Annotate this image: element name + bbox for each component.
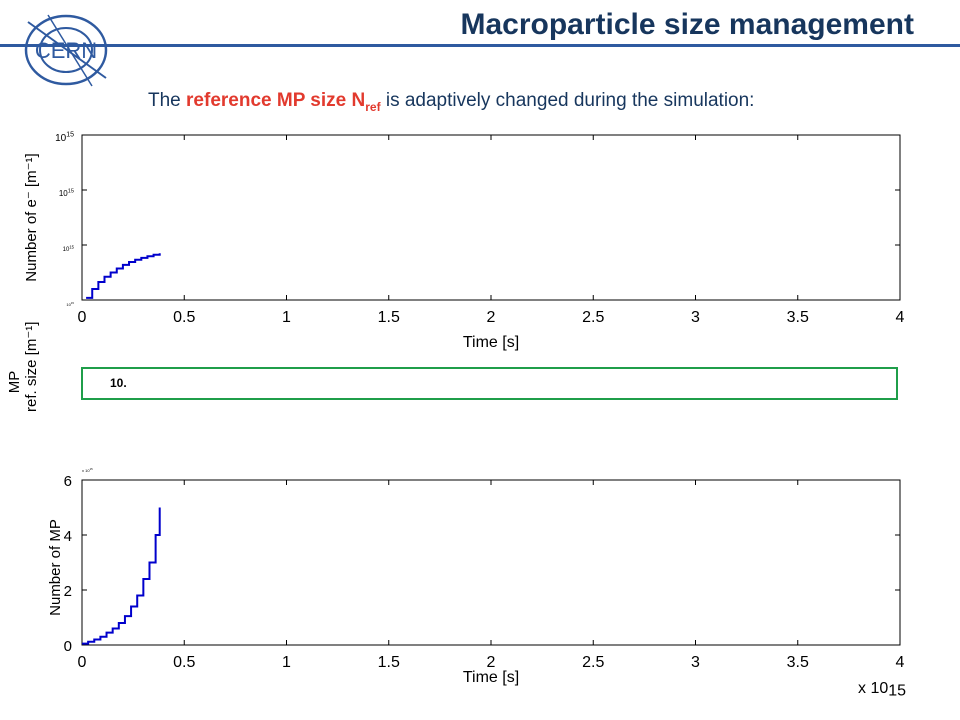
mp-ylabel-line2: ref. size [m⁻¹] <box>23 321 40 412</box>
mp-ref-size-ylabel: MP ref. size [m⁻¹] <box>6 321 40 412</box>
chart2-ytick-label: 0 <box>64 638 72 655</box>
chart2-xtick-label: 1 <box>282 654 291 671</box>
chart1-xtick-label: 0.5 <box>173 309 195 326</box>
chart2-ylabel: Number of MP <box>47 519 64 616</box>
chart2-xlabel: Time [s] <box>463 669 519 686</box>
page-title: Macroparticle size management <box>452 6 922 44</box>
chart2-y-multiplier: x 1015 <box>82 467 93 473</box>
chart1-ytick-label: 1015 <box>63 244 75 253</box>
chart1-xtick-label: 3.5 <box>787 309 809 326</box>
chart1-ytick-label: 1015 <box>55 132 74 145</box>
subtitle-highlight-text: reference MP size N <box>186 90 366 111</box>
mp-ref-size-value: 10. <box>110 376 127 390</box>
chart1-xtick-label: 2.5 <box>582 309 604 326</box>
chart1-xtick-label: 4 <box>896 309 905 326</box>
chart2-xtick-label: 4 <box>896 654 905 671</box>
chart1-xtick-label: 3 <box>691 309 700 326</box>
chart2-x-multiplier: x 1015 <box>858 680 906 700</box>
chart1-ytick-label: 1015 <box>66 301 74 307</box>
chart1-xtick-label: 1 <box>282 309 291 326</box>
chart2-xtick-label: 2 <box>487 654 496 671</box>
chart2-series-line <box>82 507 161 645</box>
subtitle-highlight-sub: ref <box>365 99 381 114</box>
header-rule <box>0 44 960 47</box>
logo-text: CERN <box>35 38 97 63</box>
chart1-xtick-label: 1.5 <box>378 309 400 326</box>
chart1-xtick-label: 2 <box>487 309 496 326</box>
chart2-xtick-label: 0 <box>78 654 87 671</box>
chart2-ytick-label: 6 <box>64 473 72 490</box>
chart1-frame <box>81 134 901 301</box>
chart1-ytick-label: 1015 <box>59 188 74 198</box>
subtitle-highlight: reference MP size Nref <box>186 90 381 114</box>
chart2-xtick-label: 1.5 <box>378 654 400 671</box>
chart2-ytick-label: 2 <box>64 583 72 600</box>
chart2-xtick-label: 3.5 <box>787 654 809 671</box>
chart2-frame <box>81 479 901 646</box>
chart2-xtick-label: 0.5 <box>173 654 195 671</box>
chart1-ylabel: Number of e⁻ [m⁻¹] <box>23 153 40 281</box>
mp-ylabel-line1: MP <box>6 370 23 394</box>
chart2-xtick-label: 3 <box>691 654 700 671</box>
subtitle-prefix: The <box>148 90 187 111</box>
subtitle: The reference MP size Nref is adaptively… <box>148 90 754 114</box>
cern-logo: CERN <box>24 14 108 87</box>
chart1-xlabel: Time [s] <box>463 334 519 351</box>
chart1-xtick-label: 0 <box>78 309 87 326</box>
subtitle-suffix: is adaptively changed during the simulat… <box>380 90 755 111</box>
chart2-ytick-label: 4 <box>64 528 72 545</box>
chart2-xtick-label: 2.5 <box>582 654 604 671</box>
mp-ref-size-box <box>81 367 898 400</box>
chart1-series-line <box>86 253 161 299</box>
